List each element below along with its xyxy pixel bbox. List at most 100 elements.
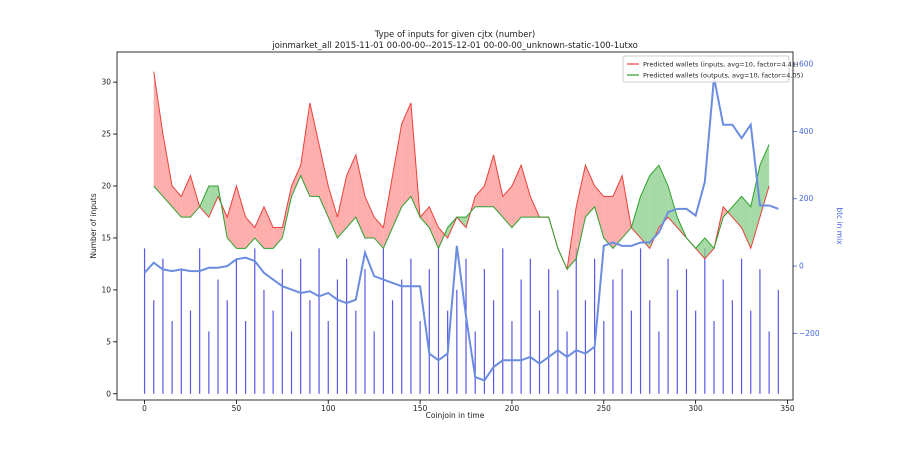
bar [419, 321, 421, 394]
chart-subtitle: joinmarket_all 2015-11-01 00-00-00--2015… [271, 41, 638, 51]
fill-between [190, 175, 200, 218]
fill-between [291, 165, 301, 197]
bar [548, 269, 550, 394]
bar [777, 289, 779, 394]
fill-between [502, 186, 512, 228]
fill-between [585, 165, 595, 218]
fill-between [649, 165, 659, 249]
bar [162, 258, 164, 394]
fill-between [162, 134, 173, 207]
bar [630, 310, 632, 394]
fill-between [227, 186, 237, 249]
bar [217, 279, 219, 394]
fill-between [153, 71, 163, 197]
y2-tick-label: 0 [799, 262, 804, 271]
fill-between [741, 196, 751, 249]
fill-between [438, 227, 445, 249]
fill-between [484, 154, 494, 207]
y2-tick-label: 600 [799, 60, 814, 69]
fill-between [254, 206, 264, 249]
y-tick-label: 15 [101, 233, 111, 242]
y-tick-label: 0 [106, 389, 111, 398]
bar [235, 258, 238, 394]
bar [428, 269, 430, 394]
bar [272, 310, 274, 394]
fill-between [631, 196, 641, 238]
bar [557, 289, 559, 394]
bar [189, 310, 192, 394]
fill-between [429, 206, 439, 249]
bar [208, 331, 210, 394]
bar [731, 300, 733, 394]
bar [511, 321, 513, 394]
bar [612, 279, 614, 394]
legend-box [622, 55, 790, 83]
fill-between [245, 217, 255, 249]
x-tick-label: 350 [780, 404, 795, 413]
fill-between [420, 206, 430, 228]
bar [704, 248, 706, 394]
bar [695, 310, 697, 394]
bar [529, 258, 531, 394]
bar [300, 258, 302, 394]
fill-between [668, 186, 678, 228]
bar [740, 258, 743, 394]
fill-between [273, 227, 283, 249]
bar [685, 269, 688, 394]
fill-between [594, 186, 604, 238]
bar [281, 269, 283, 394]
bar [244, 321, 247, 394]
legend-label: Predicted wallets (inputs, avg=10, facto… [643, 61, 799, 69]
bar [639, 248, 642, 394]
x-tick-label: 0 [142, 404, 147, 413]
bar [364, 269, 366, 394]
bar [290, 331, 293, 394]
series-line [153, 71, 770, 271]
bar [391, 300, 394, 394]
x-tick-label: 300 [688, 404, 703, 413]
fill-between [346, 154, 356, 228]
bar [355, 310, 357, 394]
bar [254, 248, 256, 394]
fill-between [355, 154, 365, 238]
btc-line [143, 77, 779, 382]
bar [759, 269, 761, 394]
fill-between [603, 196, 613, 249]
bar [465, 258, 467, 394]
fill-between [172, 186, 182, 218]
y-tick-label: 30 [101, 78, 111, 87]
bar [180, 269, 182, 394]
fill-between [199, 186, 209, 218]
y-axis-label: Number of inputs [89, 193, 98, 258]
bar [153, 300, 155, 394]
bar [538, 310, 541, 394]
fill-between [364, 196, 375, 238]
bar [722, 279, 724, 394]
fill-between [309, 102, 320, 197]
fill-between [493, 154, 503, 218]
bar [143, 248, 146, 394]
y2-tick-label: 200 [799, 194, 814, 203]
fill-between [612, 175, 623, 249]
y-tick-label: 5 [106, 337, 111, 346]
bar [649, 300, 651, 394]
y-tick-label: 20 [101, 182, 111, 191]
bar [263, 289, 265, 394]
y2-tick-label: 400 [799, 127, 814, 136]
fill-between [704, 237, 715, 259]
y-tick-label: 25 [101, 130, 111, 139]
fill-between [511, 165, 522, 228]
y-tick-label: 10 [101, 285, 111, 294]
fill-between [300, 102, 310, 197]
bar [667, 258, 669, 394]
fill-between [640, 175, 650, 249]
fill-between [263, 206, 274, 249]
bar [621, 269, 623, 394]
bar [768, 331, 770, 394]
bar [401, 279, 403, 394]
x-tick-label: 150 [413, 404, 428, 413]
fill-between [282, 186, 292, 238]
bar [575, 248, 577, 394]
fill-between [727, 206, 733, 218]
